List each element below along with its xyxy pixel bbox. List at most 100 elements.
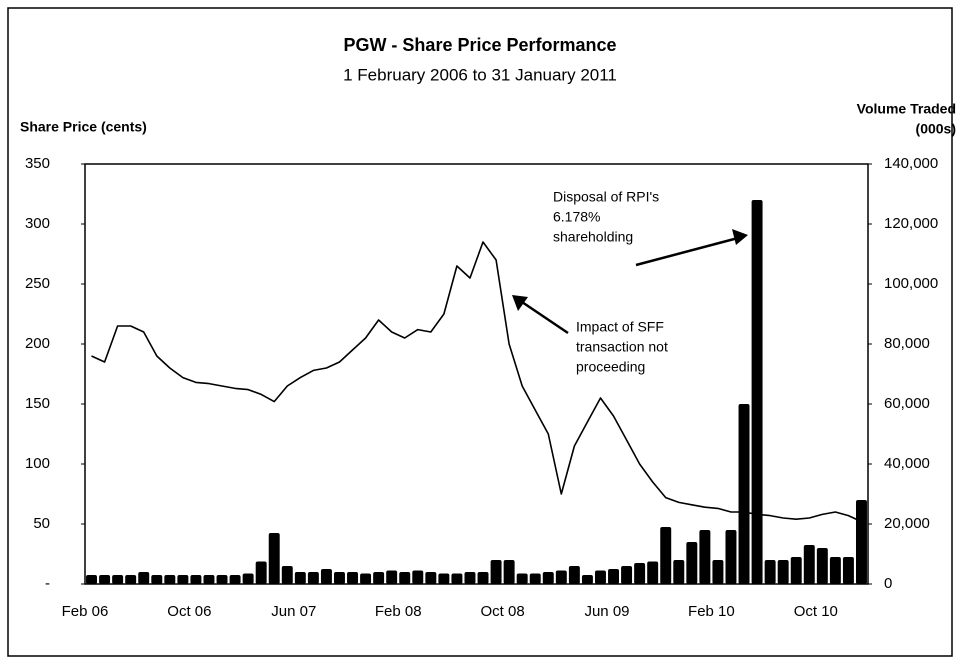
volume-bar [621,566,633,584]
volume-bar [138,572,150,584]
volume-bar [242,573,254,584]
volume-bar [477,572,489,584]
volume-bar [790,557,802,584]
volume-bar [333,572,345,584]
y-tick-label: 250 [25,275,50,292]
x-tick-label: Oct 06 [167,603,211,620]
volume-bar [555,570,567,584]
y2-tick-label: 20,000 [884,515,930,532]
annotation: shareholding [553,229,633,245]
volume-bar [842,557,854,584]
volume-bar [164,575,176,584]
annotation: Disposal of RPI's [553,189,659,205]
volume-bar [386,570,398,584]
y2-tick-label: 100,000 [884,275,938,292]
y-tick-label: 350 [25,155,50,172]
volume-bar [490,560,502,584]
y-tick-label: 200 [25,335,50,352]
volume-bar [307,572,319,584]
x-tick-label: Feb 08 [375,603,422,620]
volume-bar [86,575,98,584]
volume-bar [425,572,437,584]
volume-bar [660,527,672,584]
volume-bar [594,570,606,584]
volume-bar [816,548,828,584]
y-tick-label: 300 [25,215,50,232]
volume-bar [360,573,372,584]
volume-bar [503,560,515,584]
volume-bar [268,533,280,584]
volume-bar [281,566,293,584]
volume-bar [686,542,698,584]
y2-tick-label: 120,000 [884,215,938,232]
volume-bar [608,569,620,584]
volume-bar [712,560,724,584]
volume-bar [99,575,111,584]
volume-bar [294,572,306,584]
volume-bar [829,557,841,584]
volume-bar [738,404,750,584]
x-tick-label: Feb 10 [688,603,735,620]
volume-bar [412,570,424,584]
volume-bar [634,563,646,584]
y-axis-label: Share Price (cents) [20,119,147,135]
volume-bar [373,572,385,584]
arrow [521,300,569,335]
volume-bar [203,575,215,584]
volume-bar [699,530,711,584]
volume-bar [255,561,267,584]
volume-bar [125,575,137,584]
volume-bar [568,566,580,584]
volume-bar [216,575,228,584]
annotation: proceeding [576,359,645,375]
annotation-arrows [512,229,748,335]
y2-axis-label: (000s) [916,121,956,137]
y2-tick-label: 0 [884,575,892,592]
x-tick-label: Feb 06 [62,603,109,620]
volume-bar [516,573,528,584]
annotation: 6.178% [553,209,600,225]
x-tick-label: Jun 07 [271,603,316,620]
price-line [91,241,862,523]
chart-title: PGW - Share Price Performance [343,35,616,55]
y-tick-label: - [45,575,50,592]
volume-bar [725,530,737,584]
arrow-head [512,295,528,311]
volume-bar [229,575,241,584]
y2-tick-label: 60,000 [884,395,930,412]
x-tick-label: Oct 10 [794,603,838,620]
volume-bar [647,561,659,584]
plot-frame [84,163,869,585]
volume-bar [451,573,463,584]
y-tick-label: 100 [25,455,50,472]
volume-bar [855,500,867,584]
volume-bar [464,572,476,584]
arrow-head [732,229,748,245]
y2-tick-label: 140,000 [884,155,938,172]
chart-subtitle: 1 February 2006 to 31 January 2011 [343,65,617,84]
volume-bar [764,560,776,584]
y2-axis-label: Volume Traded [857,101,956,117]
y2-tick-label: 40,000 [884,455,930,472]
annotation: Impact of SFF [576,319,664,335]
volume-bar [347,572,359,584]
annotation: transaction not [576,339,668,355]
volume-bar [751,200,763,584]
volume-bar [177,575,189,584]
y2-tick-label: 80,000 [884,335,930,352]
volume-bar [777,560,789,584]
volume-bar [190,575,202,584]
volume-bar [151,575,163,584]
volume-bar [438,573,450,584]
x-tick-label: Jun 09 [584,603,629,620]
volume-bar [399,572,411,584]
volume-bar [529,573,541,584]
y-tick-label: 150 [25,395,50,412]
y-tick-label: 50 [33,515,50,532]
volume-bar [542,572,554,584]
volume-bar [673,560,685,584]
volume-bar [581,575,593,584]
arrow [635,236,739,267]
volume-bar [320,569,332,584]
